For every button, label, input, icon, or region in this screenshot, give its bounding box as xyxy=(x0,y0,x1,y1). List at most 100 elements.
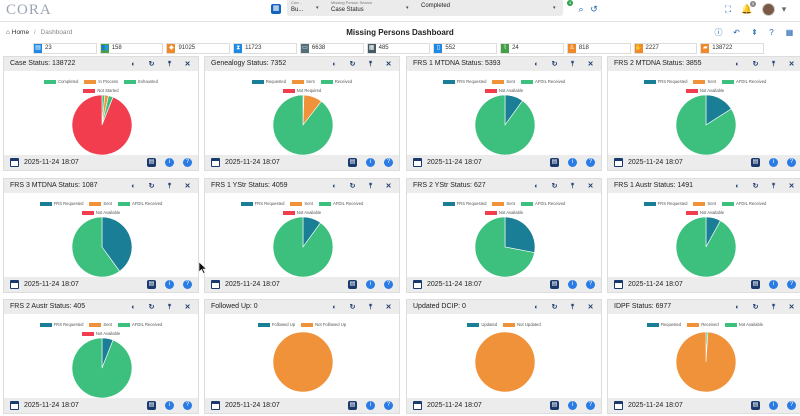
pin-top-icon[interactable]: ⤒ xyxy=(771,61,776,68)
legend-item[interactable]: Not Available xyxy=(724,320,763,329)
close-icon[interactable]: ✕ xyxy=(788,183,795,190)
pin-top-icon[interactable]: ⤒ xyxy=(368,61,373,68)
help-icon[interactable]: ? xyxy=(384,158,393,167)
close-icon[interactable]: ✕ xyxy=(184,304,191,311)
help-icon[interactable]: ? xyxy=(183,280,192,289)
breadcrumb-home[interactable]: Home xyxy=(11,29,30,36)
home-icon[interactable]: ⌂ xyxy=(6,29,10,36)
pie-slice[interactable] xyxy=(71,337,133,399)
info-icon[interactable]: i xyxy=(366,280,375,289)
legend-item[interactable]: Requested xyxy=(251,77,286,86)
stat-tile[interactable]: ⌇ 24 xyxy=(500,43,564,54)
legend-item[interactable]: Not Followed Up xyxy=(301,320,346,329)
pin-top-icon[interactable]: ⤒ xyxy=(771,183,776,190)
close-icon[interactable]: ✕ xyxy=(788,61,795,68)
report-icon[interactable]: ▤ xyxy=(751,401,760,410)
pin-top-icon[interactable]: ⤒ xyxy=(167,304,172,311)
refresh-icon[interactable]: ↻ xyxy=(551,183,558,190)
report-icon[interactable]: ▤ xyxy=(751,280,760,289)
legend-item[interactable]: Sent xyxy=(290,199,313,208)
dashboard-icon[interactable]: ▦ xyxy=(785,28,794,37)
legend-item[interactable]: Updated xyxy=(467,320,497,329)
legend-item[interactable]: AFDIL Received xyxy=(521,199,565,208)
info-icon[interactable]: i xyxy=(568,401,577,410)
refresh-icon[interactable]: ↻ xyxy=(148,304,155,311)
help-icon[interactable]: ? xyxy=(384,401,393,410)
pie-slice[interactable] xyxy=(272,216,334,278)
close-icon[interactable]: ✕ xyxy=(385,183,392,190)
stat-tile[interactable]: ▤ 23 xyxy=(33,43,97,54)
refresh-icon[interactable]: ↻ xyxy=(752,183,759,190)
report-icon[interactable]: ▤ xyxy=(147,280,156,289)
stat-tile[interactable]: ♙ 818 xyxy=(566,43,631,54)
legend-item[interactable]: AFDIL Received xyxy=(722,199,766,208)
legend-item[interactable]: Sent xyxy=(693,199,716,208)
refresh-icon[interactable]: ↻ xyxy=(349,304,356,311)
legend-item[interactable]: Not Started xyxy=(83,86,119,95)
info-icon[interactable]: i xyxy=(165,401,174,410)
legend-item[interactable]: Received xyxy=(687,320,719,329)
grid-menu-icon[interactable]: ▦ xyxy=(271,4,281,14)
legend-item[interactable]: Sent xyxy=(292,77,315,86)
report-icon[interactable]: ▤ xyxy=(550,401,559,410)
app-logo[interactable]: CORA xyxy=(6,2,52,18)
fullscreen-icon[interactable]: ⛶ xyxy=(724,4,732,14)
legend-item[interactable]: Not Available xyxy=(685,208,724,217)
missing-person-search-select[interactable]: Missing Person Search Case Status ▾ xyxy=(331,0,409,13)
report-icon[interactable]: ▤ xyxy=(348,401,357,410)
legend-item[interactable]: Not Available xyxy=(282,208,321,217)
close-icon[interactable]: ✕ xyxy=(385,61,392,68)
info-icon[interactable]: i xyxy=(165,280,174,289)
legend-item[interactable]: AFDIL Received xyxy=(319,199,363,208)
report-icon[interactable]: ▤ xyxy=(348,280,357,289)
user-avatar[interactable] xyxy=(762,3,775,16)
close-icon[interactable]: ✕ xyxy=(788,304,795,311)
legend-item[interactable]: Not Available xyxy=(81,208,120,217)
legend-item[interactable]: Not Available xyxy=(685,86,724,95)
pin-top-icon[interactable]: ⤒ xyxy=(167,183,172,190)
refresh-icon[interactable]: ↻ xyxy=(752,61,759,68)
refresh-icon[interactable]: ↻ xyxy=(551,304,558,311)
legend-item[interactable]: FRS Requested xyxy=(39,320,83,329)
legend-item[interactable]: AFDIL Received xyxy=(118,320,162,329)
stat-tile[interactable]: 👥 158 xyxy=(99,43,164,54)
pin-top-icon[interactable]: ⤒ xyxy=(368,183,373,190)
stat-tile[interactable]: ▯ 552 xyxy=(433,43,498,54)
pin-top-icon[interactable]: ⤒ xyxy=(570,61,575,68)
pin-top-icon[interactable]: ⤒ xyxy=(368,304,373,311)
refresh-icon[interactable]: ↻ xyxy=(551,61,558,68)
help-icon[interactable]: ? xyxy=(586,401,595,410)
pie-slice[interactable] xyxy=(675,94,737,156)
stat-tile[interactable]: ▦ 485 xyxy=(366,43,431,54)
close-icon[interactable]: ✕ xyxy=(184,183,191,190)
pin-top-icon[interactable]: ⤒ xyxy=(570,304,575,311)
pie-slice[interactable] xyxy=(101,216,133,272)
report-icon[interactable]: ▤ xyxy=(751,158,760,167)
info-icon[interactable]: i xyxy=(769,401,778,410)
report-icon[interactable]: ▤ xyxy=(147,158,156,167)
contrast-icon[interactable]: ◐ xyxy=(534,61,539,68)
info-icon[interactable]: i xyxy=(568,158,577,167)
legend-item[interactable]: Sent xyxy=(89,199,112,208)
info-icon[interactable]: i xyxy=(366,401,375,410)
pie-slice[interactable] xyxy=(675,216,737,278)
contrast-icon[interactable]: ◐ xyxy=(131,183,136,190)
report-icon[interactable]: ▤ xyxy=(348,158,357,167)
help-icon[interactable]: ? xyxy=(183,158,192,167)
info-icon[interactable]: i xyxy=(769,158,778,167)
refresh-icon[interactable]: ↻ xyxy=(349,183,356,190)
legend-item[interactable]: AFDIL Received xyxy=(118,199,162,208)
stat-tile[interactable]: ⧗ 11723 xyxy=(233,43,297,54)
help-icon[interactable]: ? xyxy=(586,158,595,167)
stat-tile[interactable]: ◆ 91025 xyxy=(166,43,231,54)
legend-item[interactable]: Not Available xyxy=(81,329,120,338)
info-icon[interactable]: i xyxy=(769,280,778,289)
report-icon[interactable]: ▤ xyxy=(147,401,156,410)
legend-item[interactable]: In Process xyxy=(84,77,118,86)
pie-slice[interactable] xyxy=(71,94,133,156)
help-icon[interactable]: ? xyxy=(787,280,796,289)
refresh-icon[interactable]: ↻ xyxy=(349,61,356,68)
legend-item[interactable]: FRS Requested xyxy=(39,199,83,208)
legend-item[interactable]: Not Available xyxy=(484,86,523,95)
pin-top-icon[interactable]: ⤒ xyxy=(167,61,172,68)
